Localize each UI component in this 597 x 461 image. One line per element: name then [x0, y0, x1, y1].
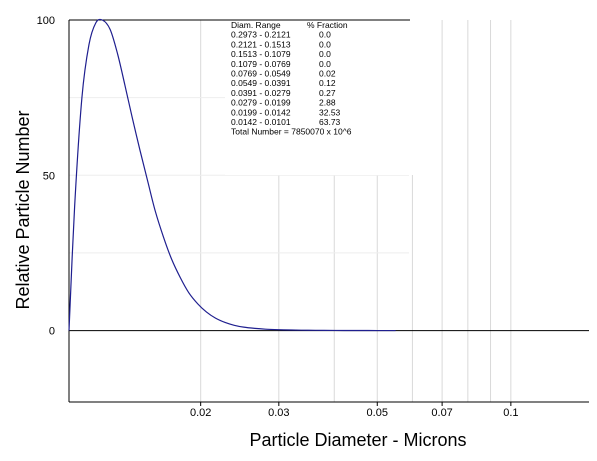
- table-row-range: 0.0142 - 0.0101: [231, 117, 291, 127]
- y-tick-label: 100: [37, 15, 55, 27]
- table-row-fraction: 63.73: [319, 117, 341, 127]
- tick-labels: 0.02 0.03 0.05 0.07 0.1 100 50 0: [37, 15, 519, 419]
- table-row-range: 0.2973 - 0.2121: [231, 30, 291, 40]
- table-row-fraction: 0.12: [319, 78, 336, 88]
- table-row-range: 0.0391 - 0.0279: [231, 88, 291, 98]
- x-tick-label: 0.07: [431, 407, 452, 419]
- y-tick-label: 50: [43, 170, 55, 182]
- table-row-fraction: 0.0: [319, 39, 331, 49]
- table-row-fraction: 0.0: [319, 49, 331, 59]
- x-tick-label: 0.03: [268, 407, 289, 419]
- table-row-range: 0.1513 - 0.1079: [231, 49, 291, 59]
- y-axis-title: Relative Particle Number: [13, 110, 33, 309]
- table-row-fraction: 0.0: [319, 30, 331, 40]
- table-mask: [225, 20, 420, 175]
- y-tick-label: 0: [49, 326, 55, 338]
- x-tick-label: 0.1: [503, 407, 518, 419]
- table-row-fraction: 0.27: [319, 88, 336, 98]
- table-row-fraction: 0.02: [319, 69, 336, 79]
- x-axis-title: Particle Diameter - Microns: [249, 430, 466, 450]
- series-line: [68, 18, 396, 332]
- table-row-fraction: 32.53: [319, 107, 341, 117]
- table-row-range: 0.0279 - 0.0199: [231, 98, 291, 108]
- table-row-fraction: 0.0: [319, 59, 331, 69]
- table-header-fraction: % Fraction: [307, 20, 348, 30]
- series-layer: [68, 18, 396, 332]
- table-panel: [225, 20, 420, 175]
- table-row-range: 0.0549 - 0.0391: [231, 78, 291, 88]
- table-row-range: 0.1079 - 0.0769: [231, 59, 291, 69]
- x-tick-label: 0.05: [367, 407, 388, 419]
- table-row-range: 0.2121 - 0.1513: [231, 39, 291, 49]
- table-total: Total Number = 7850070 x 10^6: [231, 127, 352, 137]
- table-header-range: Diam. Range: [231, 20, 281, 30]
- table-row-range: 0.0769 - 0.0549: [231, 69, 291, 79]
- x-tick-label: 0.02: [190, 407, 211, 419]
- table-row-range: 0.0199 - 0.0142: [231, 107, 291, 117]
- table-row-fraction: 2.88: [319, 98, 336, 108]
